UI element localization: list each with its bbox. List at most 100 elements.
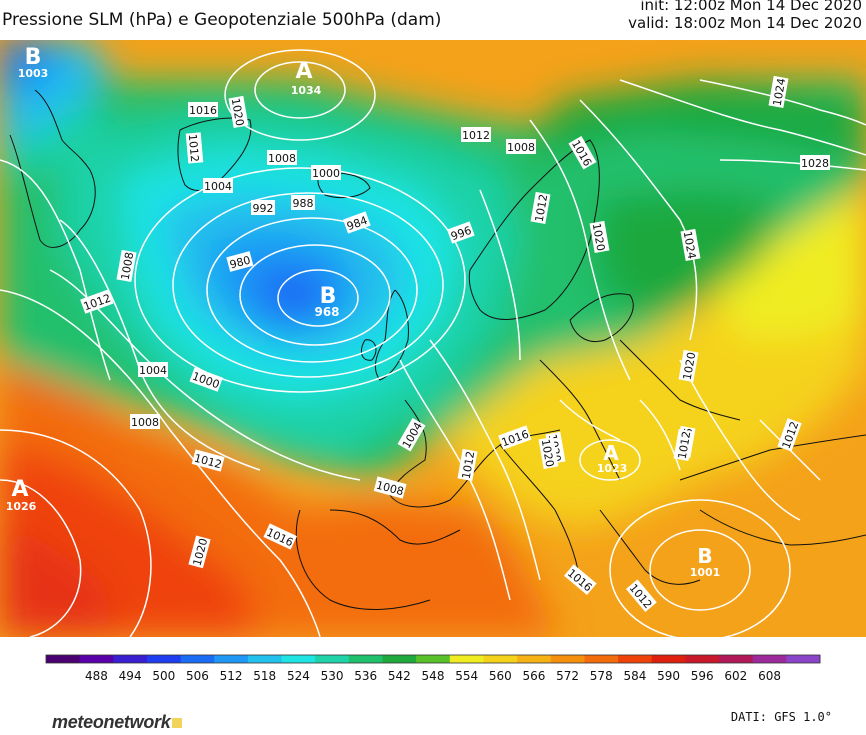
- legend-labels: 488 494 500 506 512 518 524 530 536 542 548 554 560 5…: [85, 669, 781, 683]
- legend-swatch: [584, 655, 619, 663]
- legend-label: 542: [388, 669, 411, 683]
- legend-swatch: [618, 655, 653, 663]
- isobar-label: 1012: [673, 428, 694, 461]
- low-pressure-center: B 968: [314, 284, 339, 319]
- legend-swatch: [449, 655, 484, 663]
- legend-label: 548: [422, 669, 445, 683]
- svg-text:1000: 1000: [312, 167, 340, 180]
- svg-text:1020: 1020: [539, 438, 557, 468]
- svg-text:1012: 1012: [676, 430, 694, 460]
- svg-text:1026: 1026: [6, 500, 37, 513]
- isobar-label: 980: [226, 251, 254, 272]
- svg-text:1008: 1008: [268, 152, 296, 165]
- svg-text:1020: 1020: [681, 351, 699, 381]
- low-pressure-center: B 1003: [18, 45, 49, 80]
- isobar-label: 1008: [267, 150, 297, 165]
- svg-text:A: A: [11, 477, 28, 502]
- isobar-label: 1020: [228, 95, 249, 128]
- legend-label: 524: [287, 669, 310, 683]
- legend-label: 554: [455, 669, 478, 683]
- svg-text:1034: 1034: [291, 84, 322, 97]
- legend-label: 512: [220, 669, 243, 683]
- legend-swatch: [483, 655, 518, 663]
- svg-text:B: B: [320, 284, 337, 309]
- legend-swatch: [214, 655, 249, 663]
- legend-border: [45, 654, 821, 664]
- legend-swatch: [719, 655, 754, 663]
- legend-label: 506: [186, 669, 209, 683]
- isobar-label: 1024: [680, 228, 701, 261]
- legend-label: 584: [623, 669, 646, 683]
- svg-text:1008: 1008: [131, 416, 159, 429]
- low-pressure-center: B 1001: [690, 544, 721, 579]
- svg-text:1004: 1004: [204, 180, 232, 193]
- legend-swatch: [517, 655, 552, 663]
- isobar-labels: 1016 1020 1012 1008 1004 1000 992 988 98…: [80, 75, 830, 612]
- weather-map: 1016 1020 1012 1008 1004 1000 992 988 98…: [0, 40, 866, 637]
- legend-swatch: [46, 655, 81, 663]
- legend-label: 578: [590, 669, 613, 683]
- isobar-label: 1012: [457, 448, 478, 481]
- isobar-label: 1020: [538, 436, 559, 469]
- legend-swatch: [416, 655, 451, 663]
- svg-text:1012: 1012: [460, 450, 478, 480]
- legend-swatches: [45, 654, 821, 664]
- legend-label: 560: [489, 669, 512, 683]
- svg-text:1020: 1020: [229, 97, 247, 127]
- legend-swatch: [315, 655, 350, 663]
- isobar-label: 1012: [530, 191, 551, 224]
- legend-label: 596: [691, 669, 714, 683]
- svg-text:1023: 1023: [597, 462, 628, 475]
- isobar-label: 1000: [311, 165, 341, 180]
- svg-text:1001: 1001: [690, 566, 721, 579]
- svg-text:1028: 1028: [801, 157, 829, 170]
- svg-text:1024: 1024: [681, 230, 699, 260]
- isobar-label: 1004: [203, 178, 233, 193]
- svg-text:A: A: [295, 59, 312, 84]
- isobar-label: 1028: [800, 155, 830, 170]
- legend-swatch: [180, 655, 215, 663]
- svg-text:1012: 1012: [533, 193, 551, 223]
- svg-text:980: 980: [228, 253, 252, 271]
- legend-label: 536: [354, 669, 377, 683]
- legend-swatch: [550, 655, 585, 663]
- isobar-label: 1008: [506, 139, 536, 154]
- logo-square-icon: [172, 718, 183, 728]
- isobar-label: 1004: [138, 362, 168, 377]
- svg-text:1012: 1012: [186, 134, 201, 163]
- high-pressure-center: A 1023: [597, 441, 628, 475]
- isobar-label: 1016: [188, 102, 218, 117]
- svg-text:B: B: [25, 45, 42, 70]
- legend-swatch: [786, 655, 821, 663]
- meteonetwork-logo: meteonetwork: [52, 712, 183, 733]
- legend-swatch: [382, 655, 417, 663]
- svg-text:968: 968: [314, 305, 339, 319]
- legend-label: 530: [321, 669, 344, 683]
- legend-swatch: [685, 655, 720, 663]
- isobar-label: 992: [251, 200, 275, 215]
- svg-text:A: A: [603, 441, 619, 465]
- run-info: init: 12:00z Mon 14 Dec 2020 valid: 18:0…: [628, 0, 862, 32]
- isobar-label: 1012: [185, 132, 204, 164]
- svg-text:1020: 1020: [590, 222, 608, 252]
- isobar-label: 1020: [678, 349, 699, 382]
- legend-label: 518: [253, 669, 276, 683]
- svg-text:1004: 1004: [139, 364, 167, 377]
- legend-swatch: [113, 655, 148, 663]
- legend-swatch: [281, 655, 316, 663]
- pressure-centers: A 1034 A 1026 A 1023 B 1003 B 968 B 1001: [6, 45, 721, 579]
- legend-label: 602: [724, 669, 747, 683]
- svg-text:1012: 1012: [462, 129, 490, 142]
- high-pressure-center: A 1034: [291, 59, 322, 97]
- legend-label: 590: [657, 669, 680, 683]
- svg-text:1016: 1016: [189, 104, 217, 117]
- legend-label: 608: [758, 669, 781, 683]
- isobar-label: 1008: [130, 414, 160, 429]
- geopotential-color-legend: 488 494 500 506 512 518 524 530 536 542 548 554 560 5…: [45, 654, 821, 683]
- high-pressure-center: A 1026: [6, 477, 37, 513]
- legend-swatch: [752, 655, 787, 663]
- legend-swatch: [247, 655, 283, 663]
- legend-label: 572: [556, 669, 579, 683]
- svg-text:1024: 1024: [771, 77, 789, 107]
- legend-label: 566: [523, 669, 546, 683]
